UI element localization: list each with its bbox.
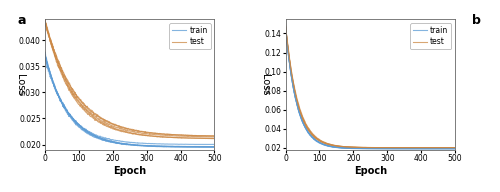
train (363, 147, 369, 150)
Line: train: train (45, 52, 214, 146)
train (282, 24, 288, 26)
train (422, 148, 428, 150)
test (403, 147, 409, 149)
Legend: train, test: train, test (410, 23, 451, 49)
test (422, 147, 428, 149)
test (448, 147, 454, 149)
train (208, 145, 214, 148)
train (134, 144, 140, 146)
train (374, 148, 380, 150)
train (452, 148, 458, 150)
test (208, 137, 214, 139)
test (134, 133, 140, 135)
train (124, 143, 130, 146)
train (123, 143, 129, 145)
train (181, 145, 187, 148)
Y-axis label: Loss: Loss (15, 74, 25, 95)
Text: a: a (18, 14, 26, 27)
test (181, 137, 187, 139)
train (42, 52, 48, 54)
train (384, 148, 390, 150)
test (363, 146, 369, 149)
train (42, 51, 48, 53)
Line: test: test (286, 27, 455, 148)
X-axis label: Epoch: Epoch (113, 166, 146, 176)
train (390, 148, 396, 150)
test (143, 135, 149, 137)
test (364, 146, 370, 149)
test (374, 147, 380, 149)
train (212, 145, 218, 148)
train (364, 148, 370, 150)
test (452, 147, 458, 149)
test (42, 19, 48, 22)
test (124, 131, 130, 133)
Text: b: b (472, 14, 481, 27)
test (212, 137, 218, 139)
X-axis label: Epoch: Epoch (354, 166, 387, 176)
Line: train: train (286, 25, 455, 149)
train (448, 148, 454, 150)
test (282, 26, 288, 28)
test (384, 147, 390, 149)
test (122, 131, 128, 134)
Line: test: test (45, 20, 214, 138)
train (143, 145, 149, 147)
Y-axis label: Loss: Loss (260, 74, 270, 95)
train (210, 145, 216, 148)
Legend: train, test: train, test (170, 23, 210, 49)
